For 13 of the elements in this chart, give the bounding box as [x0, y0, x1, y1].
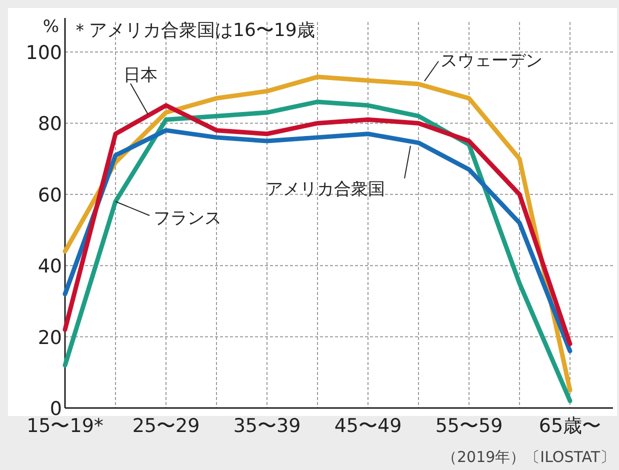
- y-tick-label: 100: [26, 42, 62, 64]
- y-tick-label: 80: [38, 113, 62, 136]
- x-tick-label: 55〜59: [435, 415, 503, 437]
- y-tick-label: 60: [38, 184, 62, 206]
- y-tick-label: 20: [38, 326, 62, 349]
- text: （2019年）〔ILOSTAT〕: [442, 448, 615, 466]
- y-axis-title: %: [42, 17, 59, 37]
- x-tick-label: 65歳〜: [538, 415, 602, 437]
- text: ＊アメリカ合衆国は16〜19歳: [71, 20, 315, 41]
- x-tick-label: 45〜49: [334, 415, 402, 437]
- y-tick-label: 40: [38, 256, 62, 278]
- x-tick-label: 35〜39: [233, 415, 301, 437]
- x-tick-label: 25〜29: [132, 415, 200, 437]
